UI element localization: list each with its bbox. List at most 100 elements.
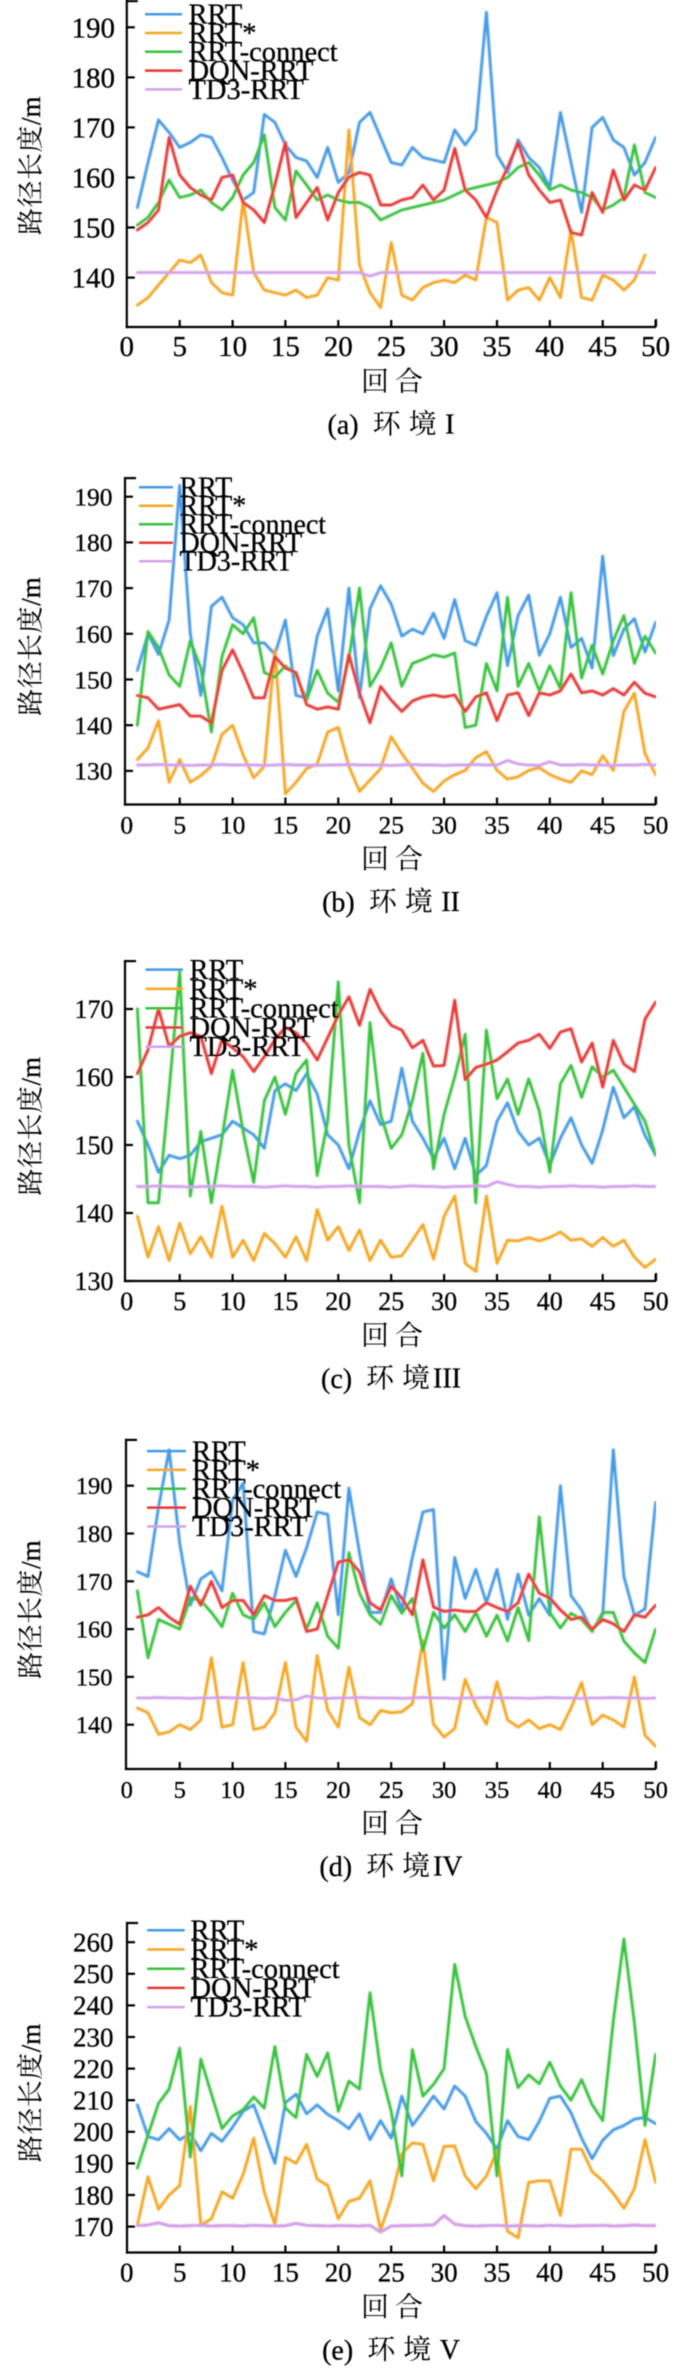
svg-text:25: 25 xyxy=(378,2258,405,2288)
svg-text:V: V xyxy=(440,2335,460,2366)
svg-text:5: 5 xyxy=(173,2258,187,2288)
svg-text:170: 170 xyxy=(73,2212,114,2242)
svg-text:RRT-connect: RRT-connect xyxy=(180,510,327,541)
svg-text:20: 20 xyxy=(324,331,353,363)
svg-text:170: 170 xyxy=(75,995,114,1024)
svg-text:30: 30 xyxy=(431,2258,458,2288)
svg-text:0: 0 xyxy=(120,2258,134,2288)
svg-text:RRT-connect: RRT-connect xyxy=(190,994,339,1025)
svg-text:(a): (a) xyxy=(328,410,359,441)
svg-text:180: 180 xyxy=(74,528,112,557)
svg-text:150: 150 xyxy=(74,665,112,694)
svg-text:180: 180 xyxy=(76,1521,113,1548)
svg-text:RRT*: RRT* xyxy=(190,974,258,1005)
svg-text:140: 140 xyxy=(72,263,116,295)
svg-text:25: 25 xyxy=(377,331,406,363)
svg-text:25: 25 xyxy=(379,1777,404,1804)
svg-text:10: 10 xyxy=(220,811,246,840)
svg-text:140: 140 xyxy=(74,711,112,740)
svg-text:160: 160 xyxy=(76,1617,113,1644)
svg-text:RRT: RRT xyxy=(191,1916,245,1947)
svg-text:DQN-RRT: DQN-RRT xyxy=(191,1973,316,2004)
svg-text:30: 30 xyxy=(431,811,457,840)
svg-text:35: 35 xyxy=(483,331,512,363)
svg-text:190: 190 xyxy=(74,483,112,512)
svg-text:DQN-RRT: DQN-RRT xyxy=(189,56,314,87)
svg-text:200: 200 xyxy=(73,2117,114,2147)
svg-text:20: 20 xyxy=(326,1777,351,1804)
svg-text:180: 180 xyxy=(72,62,116,94)
svg-text:/m: /m xyxy=(16,96,46,125)
svg-text:RRT*: RRT* xyxy=(191,1935,259,1966)
svg-text:5: 5 xyxy=(173,1287,186,1316)
svg-text:30: 30 xyxy=(431,1287,457,1316)
svg-text:RRT*: RRT* xyxy=(192,1455,260,1486)
svg-text:50: 50 xyxy=(641,331,670,363)
svg-text:45: 45 xyxy=(590,1777,615,1804)
svg-text:IV: IV xyxy=(433,1852,463,1883)
svg-text:0: 0 xyxy=(121,1777,133,1804)
svg-text:30: 30 xyxy=(432,1777,457,1804)
svg-text:35: 35 xyxy=(484,1287,510,1316)
svg-text:TD3-RRT: TD3-RRT xyxy=(192,1512,307,1543)
svg-text:25: 25 xyxy=(378,1287,404,1316)
svg-text:170: 170 xyxy=(72,112,116,144)
svg-text:160: 160 xyxy=(74,620,112,649)
svg-text:40: 40 xyxy=(537,811,563,840)
svg-text:RRT*: RRT* xyxy=(180,491,247,522)
svg-text:0: 0 xyxy=(120,331,135,363)
svg-text:DQN-RRT: DQN-RRT xyxy=(192,1493,317,1524)
svg-text:130: 130 xyxy=(75,1267,114,1296)
svg-text:240: 240 xyxy=(73,1991,114,2021)
svg-text:130: 130 xyxy=(74,757,112,786)
svg-text:260: 260 xyxy=(73,1928,114,1958)
svg-text:210: 210 xyxy=(73,2086,114,2116)
svg-text:160: 160 xyxy=(75,1063,114,1092)
svg-text:0: 0 xyxy=(120,1287,133,1316)
svg-text:40: 40 xyxy=(537,1287,563,1316)
svg-text:20: 20 xyxy=(326,811,352,840)
svg-text:RRT*: RRT* xyxy=(189,18,257,49)
svg-text:160: 160 xyxy=(72,163,116,195)
svg-text:0: 0 xyxy=(120,811,133,840)
svg-text:190: 190 xyxy=(72,12,116,44)
svg-text:RRT-connect: RRT-connect xyxy=(189,37,338,68)
svg-text:III: III xyxy=(433,1364,461,1395)
svg-text:35: 35 xyxy=(485,1777,510,1804)
svg-text:10: 10 xyxy=(218,331,247,363)
svg-text:RRT: RRT xyxy=(189,0,243,31)
svg-text:15: 15 xyxy=(271,331,300,363)
svg-text:5: 5 xyxy=(174,1777,186,1804)
svg-text:RRT: RRT xyxy=(190,955,244,986)
svg-text:40: 40 xyxy=(536,2258,563,2288)
svg-text:50: 50 xyxy=(643,1287,669,1316)
svg-text:RRT: RRT xyxy=(192,1437,246,1468)
svg-text:TD3-RRT: TD3-RRT xyxy=(191,1993,306,2024)
svg-text:15: 15 xyxy=(273,1777,298,1804)
svg-text:25: 25 xyxy=(378,811,404,840)
svg-text:30: 30 xyxy=(430,331,459,363)
svg-text:250: 250 xyxy=(73,1959,114,1989)
svg-text:180: 180 xyxy=(73,2180,114,2210)
svg-text:220: 220 xyxy=(73,2054,114,2084)
svg-text:DQN-RRT: DQN-RRT xyxy=(190,1013,315,1044)
svg-text:/m: /m xyxy=(16,1057,46,1086)
svg-text:TD3-RRT: TD3-RRT xyxy=(189,75,304,106)
svg-text:140: 140 xyxy=(75,1199,114,1228)
svg-text:35: 35 xyxy=(484,811,510,840)
svg-text:35: 35 xyxy=(484,2258,511,2288)
svg-text:DQN-RRT: DQN-RRT xyxy=(180,528,303,559)
svg-text:50: 50 xyxy=(643,1777,668,1804)
svg-text:45: 45 xyxy=(589,2258,616,2288)
svg-text:15: 15 xyxy=(273,811,299,840)
svg-text:150: 150 xyxy=(75,1131,114,1160)
svg-text:230: 230 xyxy=(73,2022,114,2052)
svg-text:20: 20 xyxy=(325,2258,352,2288)
svg-text:150: 150 xyxy=(72,213,116,245)
svg-text:190: 190 xyxy=(76,1473,113,1500)
svg-text:50: 50 xyxy=(642,2258,669,2288)
svg-text:40: 40 xyxy=(538,1777,563,1804)
svg-text:TD3-RRT: TD3-RRT xyxy=(190,1032,305,1063)
svg-text:II: II xyxy=(441,887,460,918)
svg-text:(d): (d) xyxy=(319,1852,352,1883)
